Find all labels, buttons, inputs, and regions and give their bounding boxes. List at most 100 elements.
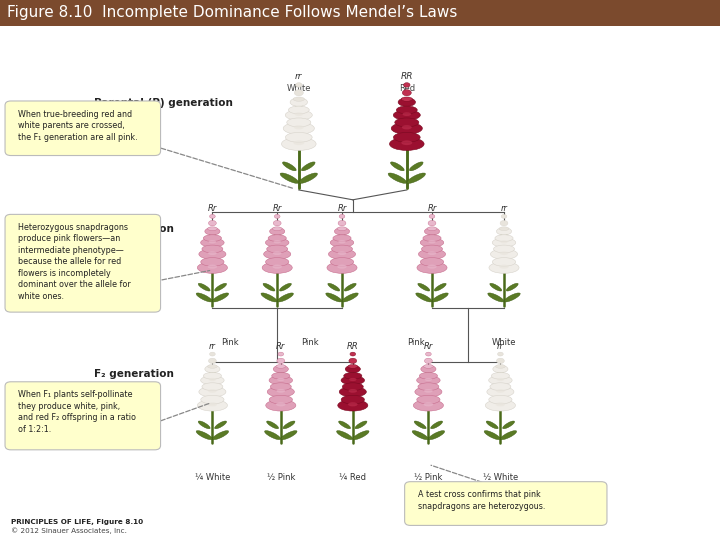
Ellipse shape (391, 123, 423, 134)
Ellipse shape (424, 389, 433, 393)
Ellipse shape (283, 123, 315, 134)
Ellipse shape (428, 240, 436, 244)
Ellipse shape (338, 233, 346, 236)
Text: PRINCIPLES OF LIFE, Figure 8.10: PRINCIPLES OF LIFE, Figure 8.10 (11, 519, 143, 525)
Ellipse shape (272, 254, 282, 258)
Ellipse shape (415, 387, 442, 397)
Ellipse shape (280, 173, 299, 184)
Ellipse shape (270, 228, 284, 235)
Ellipse shape (489, 376, 512, 384)
Ellipse shape (263, 284, 275, 291)
Text: RR: RR (400, 72, 413, 82)
Ellipse shape (207, 392, 217, 396)
Ellipse shape (264, 430, 281, 440)
Ellipse shape (201, 238, 224, 247)
Ellipse shape (431, 421, 443, 429)
Ellipse shape (415, 293, 432, 302)
Ellipse shape (328, 249, 356, 259)
Ellipse shape (276, 389, 285, 393)
Ellipse shape (485, 400, 516, 411)
Ellipse shape (201, 258, 224, 266)
Ellipse shape (336, 268, 348, 272)
Ellipse shape (198, 421, 210, 429)
Ellipse shape (330, 238, 354, 247)
Ellipse shape (273, 251, 282, 255)
Ellipse shape (425, 370, 432, 374)
Ellipse shape (266, 258, 289, 266)
Ellipse shape (276, 402, 286, 407)
Ellipse shape (428, 243, 436, 246)
Ellipse shape (270, 383, 292, 390)
Ellipse shape (412, 430, 428, 440)
Ellipse shape (425, 358, 432, 363)
Ellipse shape (209, 378, 216, 381)
Text: Parental (P) generation: Parental (P) generation (94, 98, 233, 107)
Ellipse shape (276, 381, 285, 384)
Ellipse shape (277, 358, 284, 363)
Text: ¼ White: ¼ White (194, 472, 230, 482)
Ellipse shape (196, 293, 212, 302)
Ellipse shape (426, 268, 438, 272)
Ellipse shape (420, 258, 444, 266)
Ellipse shape (277, 370, 284, 374)
Ellipse shape (294, 90, 303, 96)
FancyBboxPatch shape (5, 101, 161, 156)
Ellipse shape (338, 400, 368, 411)
Text: Rr: Rr (272, 204, 282, 213)
Ellipse shape (327, 262, 357, 273)
Ellipse shape (393, 110, 420, 120)
Ellipse shape (279, 284, 292, 291)
Ellipse shape (262, 262, 292, 273)
Ellipse shape (349, 378, 356, 381)
Text: Pink: Pink (408, 338, 425, 347)
Ellipse shape (496, 389, 505, 393)
Text: Rr: Rr (427, 204, 437, 213)
Ellipse shape (487, 293, 504, 302)
Ellipse shape (428, 220, 436, 226)
Ellipse shape (492, 238, 516, 247)
Ellipse shape (338, 251, 346, 255)
Ellipse shape (500, 243, 508, 246)
Ellipse shape (274, 220, 281, 226)
Ellipse shape (428, 251, 436, 255)
Ellipse shape (199, 249, 226, 259)
Ellipse shape (418, 249, 446, 259)
Ellipse shape (504, 293, 521, 302)
Ellipse shape (427, 254, 437, 258)
Ellipse shape (209, 220, 216, 226)
Ellipse shape (429, 214, 435, 218)
FancyBboxPatch shape (5, 214, 161, 312)
Ellipse shape (337, 227, 347, 231)
Ellipse shape (417, 395, 440, 404)
Ellipse shape (277, 378, 284, 381)
Ellipse shape (199, 387, 226, 397)
Ellipse shape (261, 293, 277, 302)
Ellipse shape (212, 430, 229, 440)
Ellipse shape (495, 235, 513, 241)
Ellipse shape (500, 220, 508, 226)
Ellipse shape (272, 265, 282, 269)
Ellipse shape (400, 144, 413, 150)
Ellipse shape (425, 228, 439, 235)
Ellipse shape (339, 387, 366, 397)
Ellipse shape (271, 268, 283, 272)
Ellipse shape (342, 383, 364, 390)
Ellipse shape (207, 254, 217, 258)
Ellipse shape (497, 370, 504, 374)
Ellipse shape (209, 370, 216, 374)
Ellipse shape (285, 132, 312, 142)
Ellipse shape (402, 115, 412, 119)
Ellipse shape (497, 228, 511, 235)
Ellipse shape (402, 90, 411, 96)
Ellipse shape (423, 235, 441, 241)
Ellipse shape (423, 364, 433, 368)
Ellipse shape (285, 110, 312, 120)
Ellipse shape (338, 421, 351, 429)
Ellipse shape (500, 251, 508, 255)
Ellipse shape (276, 392, 286, 396)
Ellipse shape (341, 376, 364, 384)
Ellipse shape (348, 381, 357, 384)
Ellipse shape (302, 162, 315, 171)
Ellipse shape (202, 383, 223, 390)
Text: White: White (287, 84, 311, 93)
